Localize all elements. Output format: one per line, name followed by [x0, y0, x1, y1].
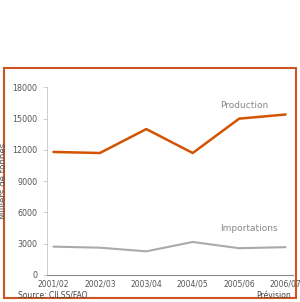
- Text: importations: importations: [15, 40, 86, 50]
- Text: . Sahel: production céréalière et: . Sahel: production céréalière et: [68, 12, 247, 22]
- Text: Source: CILSS/FAO: Source: CILSS/FAO: [18, 291, 88, 300]
- Text: Prévision: Prévision: [256, 291, 291, 300]
- Text: Production: Production: [220, 101, 269, 110]
- Text: Importations: Importations: [220, 224, 278, 233]
- Text: Figure 1: Figure 1: [15, 12, 67, 22]
- Y-axis label: Milliers de tonnes: Milliers de tonnes: [0, 143, 8, 219]
